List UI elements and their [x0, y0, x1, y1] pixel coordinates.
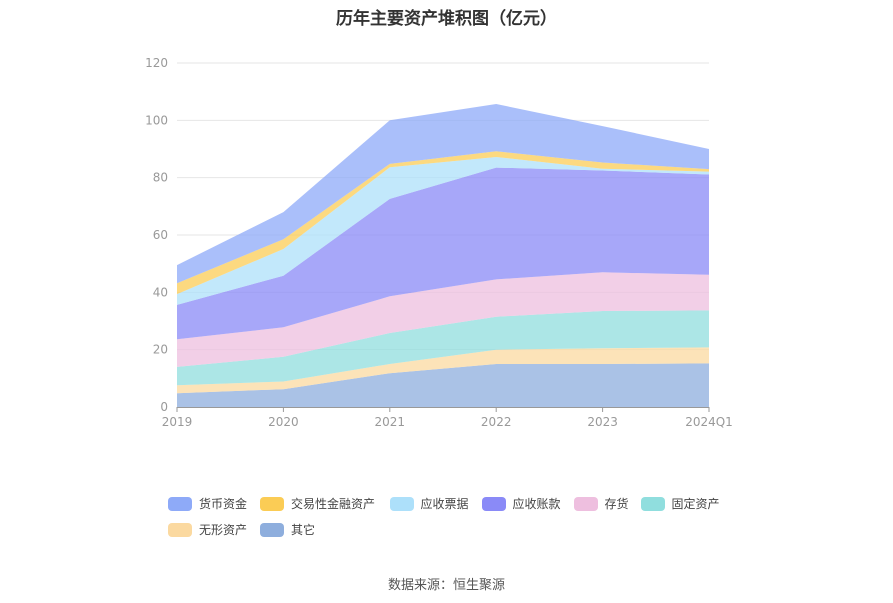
- source-text: 数据来源：恒生聚源: [387, 578, 505, 593]
- legend-label: 无形资产: [199, 523, 248, 537]
- y-tick-label: 20: [153, 343, 168, 357]
- legend-swatch: [168, 496, 192, 511]
- legend-item[interactable]: 交易性金融资产: [260, 495, 375, 512]
- area-series-4: [177, 167, 709, 340]
- area-series-2: [177, 310, 709, 386]
- legend-label: 货币资金: [199, 497, 248, 511]
- x-tick-label: 2022: [481, 415, 512, 429]
- legend-swatch: [168, 522, 192, 537]
- legend-label: 应收票据: [420, 497, 469, 511]
- area-series-3: [177, 272, 709, 367]
- area-series-1: [177, 347, 709, 394]
- legend-label: 其它: [291, 523, 316, 537]
- legend-swatch: [389, 496, 414, 511]
- legend-item[interactable]: 固定资产: [640, 495, 720, 512]
- legend-item[interactable]: 货币资金: [168, 495, 247, 512]
- legend-swatch: [640, 496, 665, 511]
- area-series-7: [177, 104, 709, 284]
- y-tick-label: 80: [153, 171, 168, 185]
- y-tick-label: 60: [153, 228, 168, 242]
- legend-label: 应收账款: [512, 497, 561, 511]
- legend-swatch: [573, 496, 598, 511]
- legend-swatch: [481, 496, 506, 511]
- legend-label: 交易性金融资产: [291, 497, 376, 511]
- y-tick-label: 100: [145, 113, 168, 127]
- x-tick-label: 2021: [375, 415, 406, 429]
- x-tick-label: 2020: [268, 415, 299, 429]
- legend-item[interactable]: 应收票据: [389, 495, 469, 512]
- legend-item[interactable]: 无形资产: [168, 521, 247, 538]
- y-tick-label: 0: [160, 400, 168, 414]
- y-tick-label: 120: [145, 56, 168, 70]
- legend-item[interactable]: 应收账款: [481, 495, 561, 512]
- x-tick-label: 2024Q1: [685, 415, 733, 429]
- x-tick-label: 2019: [162, 415, 193, 429]
- legend-item[interactable]: 存货: [573, 495, 629, 512]
- y-tick-label: 40: [153, 285, 168, 299]
- area-series: [177, 104, 709, 407]
- axes: 0 20 40 60 80 100 120 2019 2020 2021 2022 2023 2024Q…: [145, 56, 733, 429]
- legend-swatch: [260, 522, 284, 537]
- legend-label: 存货: [604, 497, 629, 511]
- x-tick-label: 2023: [587, 415, 618, 429]
- legend-swatch: [260, 496, 284, 511]
- legend-label: 固定资产: [671, 497, 720, 511]
- chart-title: 历年主要资产堆积图（亿元）: [336, 9, 557, 29]
- area-series-5: [177, 157, 709, 305]
- legend-item[interactable]: 其它: [260, 521, 315, 538]
- area-series-0: [177, 363, 709, 407]
